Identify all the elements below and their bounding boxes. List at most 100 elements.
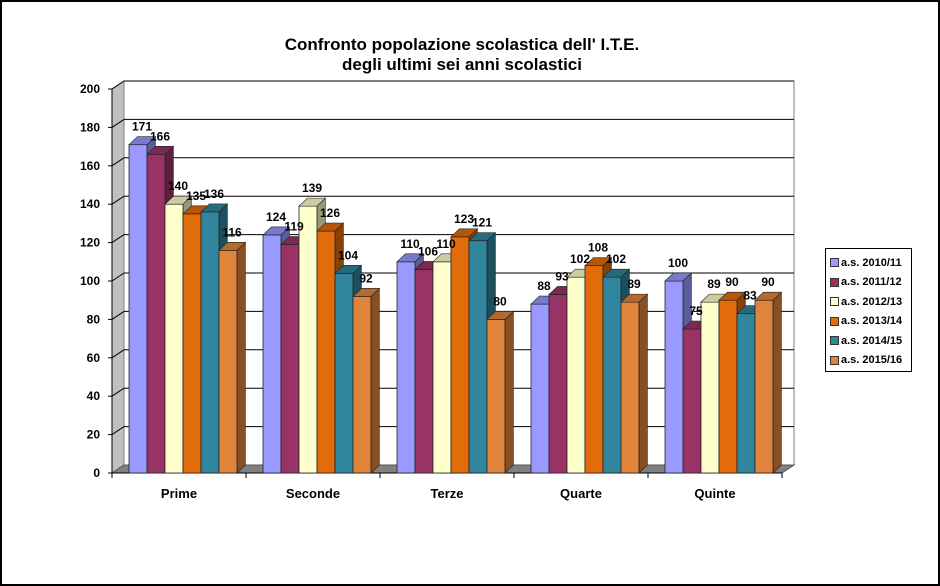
legend-item: a.s. 2014/15 xyxy=(830,331,907,351)
bar xyxy=(316,230,336,474)
bar xyxy=(414,269,434,474)
x-tick-label: Quarte xyxy=(560,486,602,501)
legend-item: a.s. 2010/11 xyxy=(830,253,907,273)
bar-top xyxy=(316,222,345,232)
data-label: 80 xyxy=(493,294,507,308)
data-label: 140 xyxy=(168,179,188,193)
bar-top xyxy=(352,288,381,297)
gridline xyxy=(111,426,125,436)
y-tick-label: 140 xyxy=(80,197,100,211)
bar-top xyxy=(218,241,247,251)
gridline xyxy=(111,80,125,90)
legend-swatch xyxy=(830,258,839,268)
bar-top xyxy=(584,257,613,266)
bar-top xyxy=(262,226,291,236)
bar-top xyxy=(396,253,425,263)
gridline xyxy=(111,310,125,320)
legend-item: a.s. 2012/13 xyxy=(830,292,907,312)
y-tick-label: 20 xyxy=(87,428,101,442)
bar xyxy=(450,236,470,474)
bar xyxy=(682,328,702,474)
y-tick-label: 180 xyxy=(80,120,100,134)
bar-top xyxy=(718,291,747,301)
bar-top xyxy=(754,291,783,301)
data-label: 121 xyxy=(472,216,492,230)
gridline xyxy=(111,195,125,205)
data-label: 100 xyxy=(668,256,688,270)
bar xyxy=(262,234,282,474)
bar xyxy=(334,272,354,474)
y-tick-label: 160 xyxy=(80,159,100,173)
bar xyxy=(432,261,452,474)
bar xyxy=(280,244,300,474)
bar xyxy=(530,303,550,474)
legend-swatch xyxy=(830,355,839,365)
data-label: 108 xyxy=(588,241,608,255)
data-label: 102 xyxy=(570,252,590,266)
bar xyxy=(718,299,738,474)
gridline xyxy=(111,234,125,244)
x-tick-label: Terze xyxy=(431,486,464,501)
bar-side xyxy=(236,241,246,474)
bar xyxy=(486,318,506,474)
gridline xyxy=(111,387,125,397)
data-label: 135 xyxy=(186,189,206,203)
bar xyxy=(664,280,684,474)
bar xyxy=(298,205,318,474)
legend-item: a.s. 2015/16 xyxy=(830,351,907,371)
gridline xyxy=(111,157,125,167)
bar xyxy=(218,249,238,474)
bar xyxy=(164,203,184,474)
legend-item: a.s. 2013/14 xyxy=(830,312,907,332)
bar-top xyxy=(620,293,649,303)
bar-top xyxy=(450,228,479,238)
bar-side xyxy=(638,293,648,474)
gridline xyxy=(111,118,125,128)
legend-label: a.s. 2010/11 xyxy=(841,256,902,269)
data-label: 83 xyxy=(743,289,757,303)
bar xyxy=(584,265,604,474)
bar xyxy=(700,301,720,474)
y-tick-label: 80 xyxy=(87,312,101,326)
legend-label: a.s. 2014/15 xyxy=(841,334,903,347)
bar-top xyxy=(200,203,229,213)
y-tick-label: 40 xyxy=(87,389,101,403)
bar-top xyxy=(298,197,327,207)
bar-top xyxy=(164,195,193,205)
data-label: 139 xyxy=(302,181,322,195)
bar xyxy=(736,313,756,474)
data-label: 106 xyxy=(418,244,438,258)
bar xyxy=(468,240,488,474)
data-label: 88 xyxy=(537,279,551,293)
data-label: 90 xyxy=(761,275,775,289)
legend-label: a.s. 2015/16 xyxy=(841,354,903,367)
bar-side xyxy=(370,287,380,474)
legend-swatch xyxy=(830,316,839,326)
bar xyxy=(566,276,586,474)
bar-top xyxy=(146,145,175,155)
data-label: 119 xyxy=(284,220,304,234)
bar xyxy=(182,213,202,474)
bar xyxy=(620,301,640,474)
bar-top xyxy=(468,232,497,241)
y-tick-label: 120 xyxy=(80,236,100,250)
data-label: 136 xyxy=(204,187,224,201)
bar-top xyxy=(486,311,515,320)
chart-title: Confronto popolazione scolastica dell' I… xyxy=(285,35,639,54)
data-label: 92 xyxy=(359,271,373,285)
legend-label: a.s. 2011/12 xyxy=(841,276,902,289)
data-label: 171 xyxy=(132,120,152,134)
data-label: 124 xyxy=(266,210,286,224)
data-label: 110 xyxy=(400,237,420,251)
data-label: 102 xyxy=(606,252,626,266)
bar xyxy=(548,294,568,474)
legend-item: a.s. 2011/12 xyxy=(830,273,907,293)
bar xyxy=(396,261,416,474)
legend-label: a.s. 2013/14 xyxy=(841,315,903,328)
data-label: 166 xyxy=(150,129,170,143)
data-label: 75 xyxy=(689,304,703,318)
legend-label: a.s. 2012/13 xyxy=(841,295,903,308)
bar xyxy=(754,299,774,474)
legend-swatch xyxy=(830,336,839,346)
